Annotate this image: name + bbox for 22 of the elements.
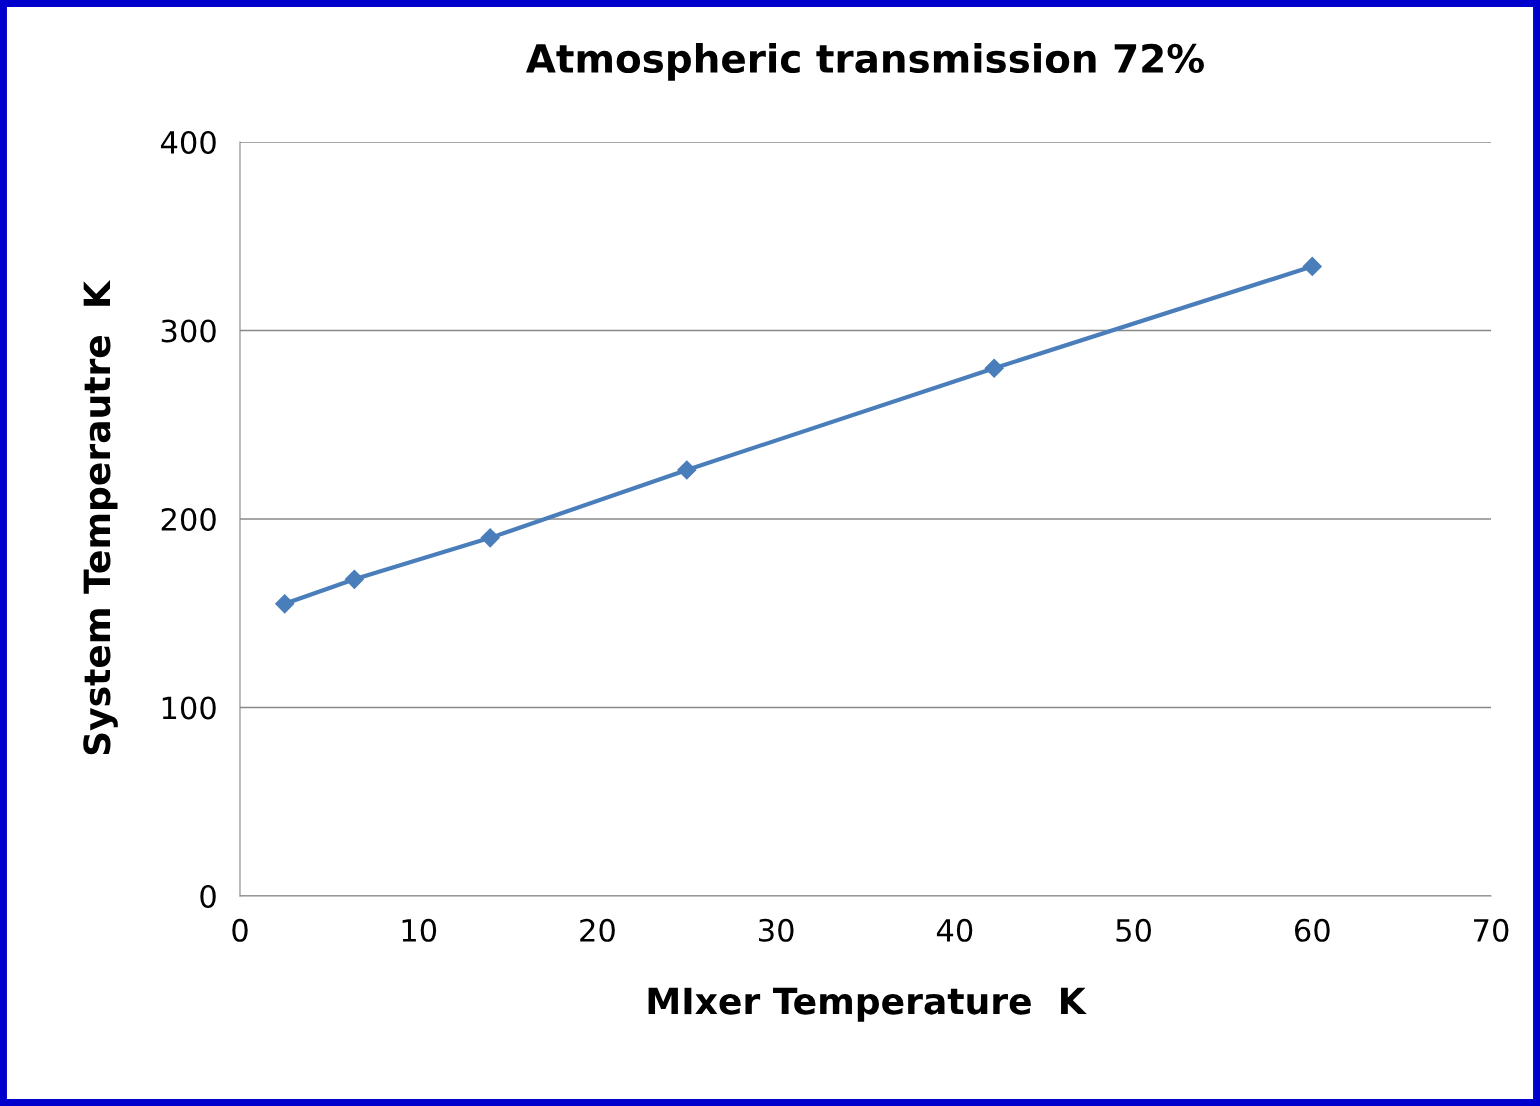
x-tick-label: 30 (759, 918, 794, 942)
x-tick-label: 50 (1116, 918, 1151, 942)
point (275, 594, 295, 614)
chart-title: Atmospheric transmission 72% (525, 43, 1204, 81)
y-tick-label: 300 (161, 319, 216, 343)
x-tick-label: 10 (402, 918, 437, 942)
x-tick-label: 70 (1474, 918, 1509, 942)
point (1302, 256, 1322, 276)
y-tick-label: 400 (160, 130, 216, 155)
y-axis-title: System Temperautre K (83, 279, 118, 755)
point (677, 460, 697, 480)
y-tick-label: 200 (161, 507, 216, 532)
y-tick-label: 0 (200, 884, 216, 909)
x-axis-title: MIxer Temperature K (648, 987, 1087, 1022)
x-tick-label: 60 (1294, 918, 1330, 942)
point (344, 569, 364, 589)
x-tick-label: 20 (580, 918, 615, 942)
point (480, 528, 500, 548)
point (984, 358, 1004, 378)
x-tick-label: 0 (232, 918, 248, 942)
x-tick-label: 40 (936, 918, 973, 942)
y-tick-label: 100 (162, 696, 216, 720)
